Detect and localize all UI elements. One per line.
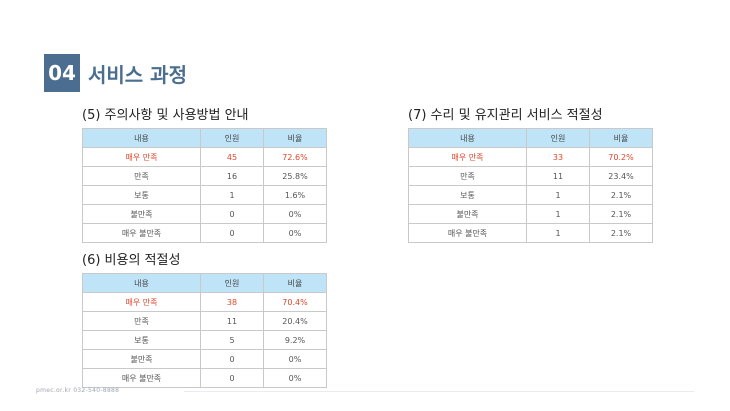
header-ratio: 비율	[589, 128, 653, 148]
row-count: 1	[526, 185, 590, 205]
section-7: (7) 수리 및 유지관리 서비스 적절성 내용 인원 비율 매우 만족 33 …	[408, 104, 653, 243]
row-count: 33	[526, 147, 590, 167]
row-label: 매우 만족	[82, 147, 201, 167]
row-label: 보통	[408, 185, 527, 205]
section-header: 04 서비스 과정	[44, 54, 187, 92]
row-label: 불만족	[82, 204, 201, 224]
row-label: 보통	[82, 330, 201, 350]
row-ratio: 0%	[263, 349, 327, 369]
section-7-title: (7) 수리 및 유지관리 서비스 적절성	[408, 108, 603, 123]
row-count: 0	[200, 204, 264, 224]
row-count: 1	[526, 223, 590, 243]
header-ratio: 비율	[263, 273, 327, 293]
header-content: 내용	[82, 128, 201, 148]
table-row: 만족 11 23.4%	[408, 166, 653, 186]
row-ratio: 25.8%	[263, 166, 327, 186]
row-count: 38	[200, 292, 264, 312]
table-header-row: 내용 인원 비율	[408, 128, 653, 148]
section-5: (5) 주의사항 및 사용방법 안내 내용 인원 비율 매우 만족 45 72.…	[82, 104, 327, 243]
table-row: 매우 불만족 1 2.1%	[408, 223, 653, 243]
footer-contact: pmec.or.kr 032-540-8888	[36, 387, 120, 394]
row-label: 만족	[82, 166, 201, 186]
row-label: 만족	[408, 166, 527, 186]
row-ratio: 1.6%	[263, 185, 327, 205]
row-ratio: 0%	[263, 368, 327, 388]
table-row: 불만족 1 2.1%	[408, 204, 653, 224]
table-row: 불만족 0 0%	[82, 349, 327, 369]
row-label: 불만족	[82, 349, 201, 369]
row-ratio: 0%	[263, 204, 327, 224]
row-count: 0	[200, 349, 264, 369]
header-content: 내용	[82, 273, 201, 293]
row-label: 만족	[82, 311, 201, 331]
table-row: 매우 만족 45 72.6%	[82, 147, 327, 167]
row-count: 0	[200, 223, 264, 243]
row-ratio: 70.4%	[263, 292, 327, 312]
row-ratio: 20.4%	[263, 311, 327, 331]
header-count: 인원	[200, 273, 264, 293]
section-6-title: (6) 비용의 적절성	[82, 253, 181, 268]
row-label: 불만족	[408, 204, 527, 224]
table-row: 매우 불만족 0 0%	[82, 223, 327, 243]
row-ratio: 0%	[263, 223, 327, 243]
table-row: 불만족 0 0%	[82, 204, 327, 224]
row-ratio: 2.1%	[589, 185, 653, 205]
table-row: 매우 불만족 0 0%	[82, 368, 327, 388]
table-header-row: 내용 인원 비율	[82, 273, 327, 293]
row-label: 매우 만족	[408, 147, 527, 167]
section-5-title: (5) 주의사항 및 사용방법 안내	[82, 108, 249, 123]
row-ratio: 23.4%	[589, 166, 653, 186]
table-row: 보통 1 2.1%	[408, 185, 653, 205]
header-count: 인원	[200, 128, 264, 148]
table-row: 매우 만족 33 70.2%	[408, 147, 653, 167]
header-count: 인원	[526, 128, 590, 148]
section-7-table: 내용 인원 비율 매우 만족 33 70.2% 만족 11 23.4% 보통 1…	[408, 128, 653, 243]
row-ratio: 70.2%	[589, 147, 653, 167]
row-count: 0	[200, 368, 264, 388]
row-ratio: 2.1%	[589, 223, 653, 243]
row-count: 1	[200, 185, 264, 205]
row-ratio: 9.2%	[263, 330, 327, 350]
header-ratio: 비율	[263, 128, 327, 148]
table-header-row: 내용 인원 비율	[82, 128, 327, 148]
row-label: 매우 불만족	[408, 223, 527, 243]
row-count: 11	[200, 311, 264, 331]
section-5-table: 내용 인원 비율 매우 만족 45 72.6% 만족 16 25.8% 보통 1…	[82, 128, 327, 243]
table-row: 만족 11 20.4%	[82, 311, 327, 331]
row-count: 11	[526, 166, 590, 186]
row-count: 5	[200, 330, 264, 350]
table-row: 만족 16 25.8%	[82, 166, 327, 186]
section-6-table: 내용 인원 비율 매우 만족 38 70.4% 만족 11 20.4% 보통 5…	[82, 273, 327, 388]
page-title: 서비스 과정	[88, 62, 187, 87]
section-number-badge: 04	[44, 54, 80, 92]
row-count: 16	[200, 166, 264, 186]
row-ratio: 2.1%	[589, 204, 653, 224]
section-6: (6) 비용의 적절성 내용 인원 비율 매우 만족 38 70.4% 만족 1…	[82, 249, 327, 388]
row-ratio: 72.6%	[263, 147, 327, 167]
table-row: 보통 1 1.6%	[82, 185, 327, 205]
table-row: 매우 만족 38 70.4%	[82, 292, 327, 312]
row-count: 1	[526, 204, 590, 224]
row-label: 매우 만족	[82, 292, 201, 312]
row-count: 45	[200, 147, 264, 167]
footer-divider	[184, 391, 694, 392]
row-label: 매우 불만족	[82, 223, 201, 243]
row-label: 매우 불만족	[82, 368, 201, 388]
table-row: 보통 5 9.2%	[82, 330, 327, 350]
row-label: 보통	[82, 185, 201, 205]
header-content: 내용	[408, 128, 527, 148]
